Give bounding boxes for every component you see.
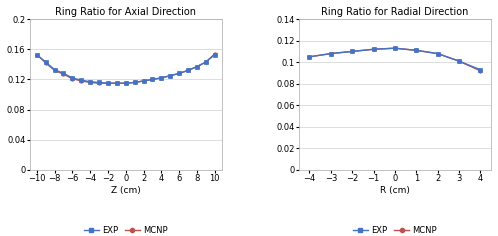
Title: Ring Ratio for Radial Direction: Ring Ratio for Radial Direction	[321, 7, 469, 17]
Legend: EXP, MCNP: EXP, MCNP	[350, 222, 440, 236]
X-axis label: Z (cm): Z (cm)	[111, 186, 140, 195]
Legend: EXP, MCNP: EXP, MCNP	[80, 222, 171, 236]
X-axis label: R (cm): R (cm)	[380, 186, 410, 195]
Title: Ring Ratio for Axial Direction: Ring Ratio for Axial Direction	[55, 7, 196, 17]
